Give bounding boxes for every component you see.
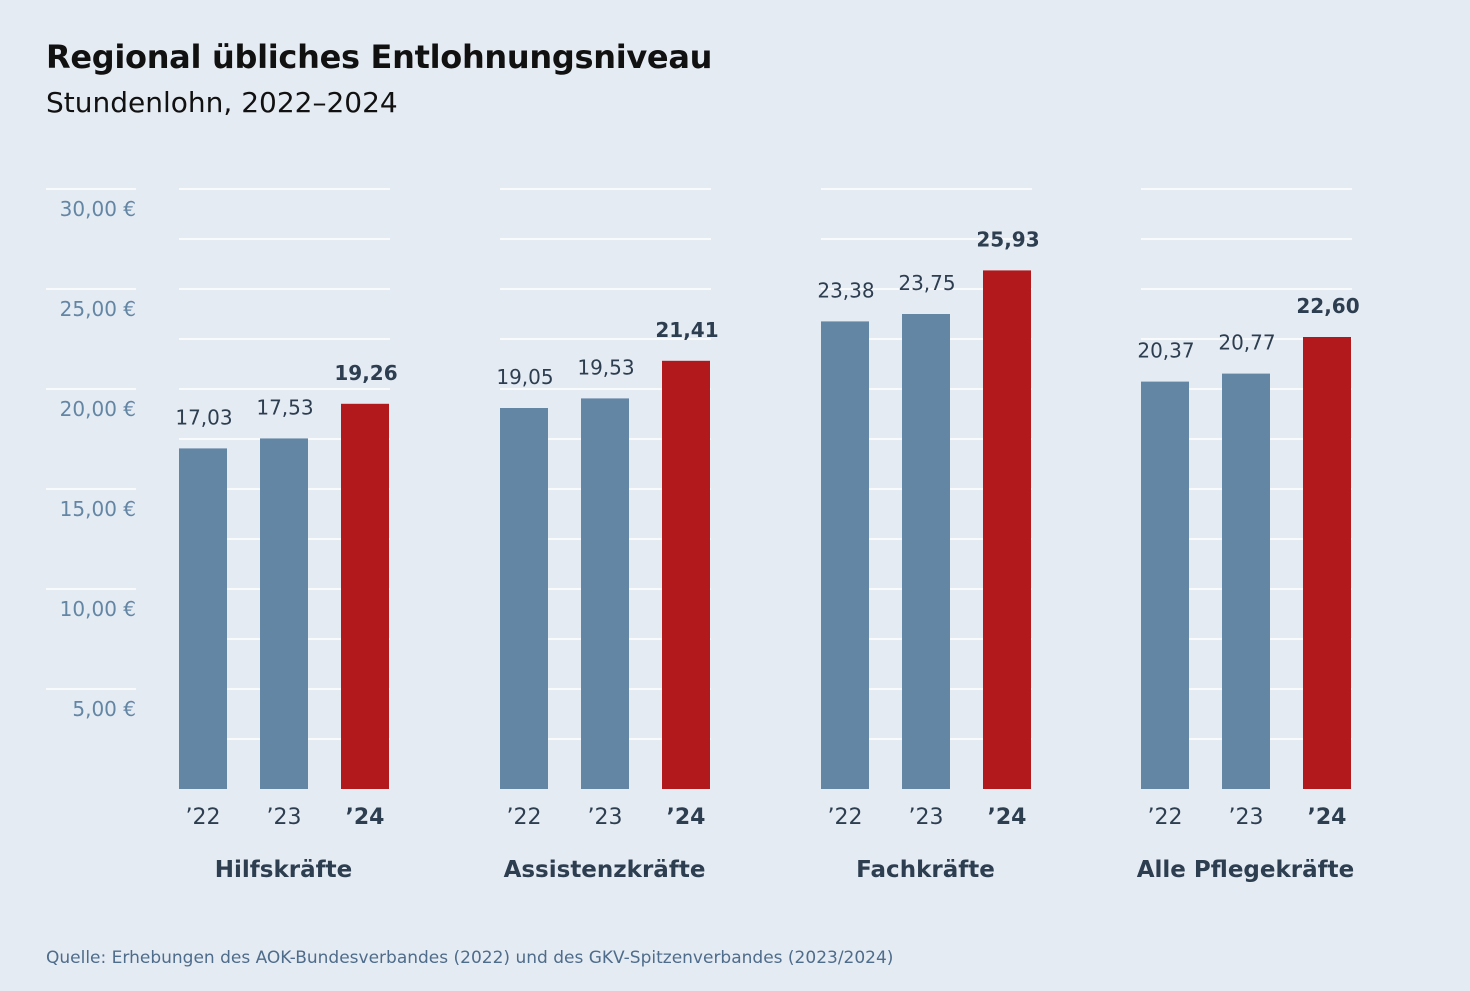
data-label: 19,26 [334, 361, 397, 385]
x-tick-label: ’24 [1308, 805, 1347, 830]
category-label: Fachkräfte [856, 857, 995, 883]
data-label: 20,37 [1137, 339, 1194, 363]
bar [1222, 373, 1270, 789]
bar [179, 448, 227, 789]
data-label: 19,05 [496, 365, 553, 389]
data-label: 21,41 [655, 318, 718, 342]
bar-current [983, 270, 1031, 789]
bar [581, 398, 629, 789]
chart-title: Regional übliches Entlohnungsniveau [46, 38, 713, 76]
x-tick-label: ’23 [588, 805, 623, 830]
data-label: 22,60 [1296, 294, 1359, 318]
x-tick-label: ’24 [346, 805, 385, 830]
data-label: 17,53 [256, 395, 313, 419]
x-tick-label: ’23 [909, 805, 944, 830]
bar [821, 321, 869, 789]
source-note: Quelle: Erhebungen des AOK-Bundesverband… [46, 948, 894, 968]
y-tick-label: 15,00 € [60, 497, 136, 521]
x-tick-label: ’24 [988, 805, 1027, 830]
x-tick-label: ’22 [186, 805, 221, 830]
x-tick-label: ’23 [1229, 805, 1264, 830]
bar-current [341, 403, 389, 789]
data-label: 20,77 [1218, 331, 1275, 355]
y-tick-label: 10,00 € [60, 597, 136, 621]
bar-current [1303, 337, 1351, 789]
x-tick-label: ’22 [828, 805, 863, 830]
bar [902, 314, 950, 789]
x-tick-label: ’22 [507, 805, 542, 830]
bar [500, 408, 548, 789]
y-tick-label: 25,00 € [60, 297, 136, 321]
category-label: Alle Pflegekräfte [1137, 857, 1355, 883]
chart-subtitle: Stundenlohn, 2022–2024 [46, 86, 398, 119]
category-label: Assistenzkräfte [504, 857, 706, 883]
x-tick-label: ’23 [267, 805, 302, 830]
data-label: 23,75 [898, 271, 955, 295]
y-tick-label: 30,00 € [60, 197, 136, 221]
bar [1141, 381, 1189, 789]
y-tick-label: 5,00 € [72, 697, 136, 721]
category-label: Hilfskräfte [215, 857, 352, 883]
x-tick-label: ’22 [1148, 805, 1183, 830]
data-label: 23,38 [817, 278, 874, 302]
y-tick-label: 20,00 € [60, 397, 136, 421]
bar [260, 438, 308, 789]
data-label: 17,03 [175, 405, 232, 429]
data-label: 25,93 [976, 227, 1039, 251]
data-label: 19,53 [577, 355, 634, 379]
bar-current [662, 360, 710, 789]
x-tick-label: ’24 [667, 805, 706, 830]
